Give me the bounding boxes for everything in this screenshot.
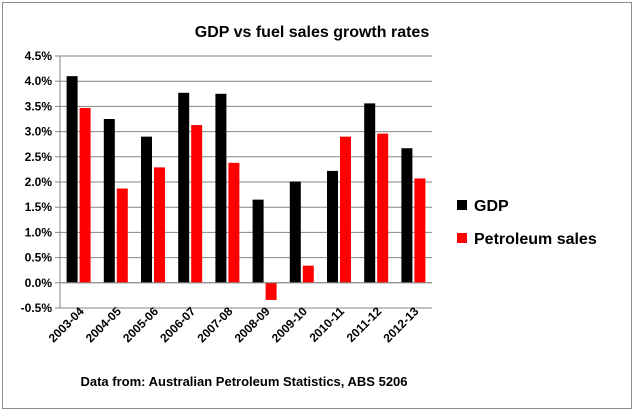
legend-swatch bbox=[457, 233, 467, 243]
x-tick-labels: 2003-042004-052005-062006-072007-082008-… bbox=[46, 304, 422, 345]
y-tick-label: 3.0% bbox=[25, 125, 53, 139]
bar-petroleum-sales bbox=[302, 265, 314, 283]
bar-petroleum-sales bbox=[154, 167, 165, 283]
y-tick-label: 1.0% bbox=[25, 225, 53, 239]
x-tick-label: 2009-10 bbox=[269, 304, 310, 345]
legend: GDP Petroleum sales bbox=[457, 198, 597, 248]
y-tick-label: 3.5% bbox=[25, 99, 53, 113]
y-tick-label: 4.0% bbox=[25, 74, 53, 88]
chart-title: GDP vs fuel sales growth rates bbox=[195, 24, 430, 41]
bar-petroleum-sales bbox=[79, 107, 91, 283]
x-tick-label: 2007-08 bbox=[194, 304, 235, 345]
bar-petroleum-sales bbox=[265, 282, 277, 300]
bar-petroleum-sales bbox=[116, 188, 128, 283]
y-tick-label: 1.5% bbox=[25, 200, 53, 214]
bar-gdp bbox=[364, 103, 376, 283]
x-tick-label: 2004-05 bbox=[83, 304, 124, 345]
y-tick-label: 0.0% bbox=[25, 276, 53, 290]
legend-label: Petroleum sales bbox=[474, 231, 597, 248]
y-tick-label: 2.5% bbox=[25, 150, 53, 164]
x-tick-label: 2008-09 bbox=[232, 304, 273, 345]
y-tick-labels: -0.5% 0.0% 0.5% 1.0% 1.5% 2.0% 2.5% 3.0% 3.5% 4.0… bbox=[21, 49, 53, 315]
bar-gdp bbox=[103, 119, 115, 283]
y-tick-label: 4.5% bbox=[25, 49, 53, 63]
legend-label: GDP bbox=[474, 198, 509, 215]
y-tick-label: -0.5% bbox=[21, 301, 53, 315]
bar-petroleum-sales bbox=[414, 178, 426, 283]
source-note: Data from: Australian Petroleum Statisti… bbox=[80, 374, 407, 389]
legend-swatch bbox=[457, 200, 467, 210]
x-tick-label: 2006-07 bbox=[157, 304, 198, 345]
bar-petroleum-sales bbox=[340, 136, 351, 283]
bar-gdp bbox=[178, 92, 190, 283]
bar-gdp bbox=[66, 76, 78, 283]
bar-gdp bbox=[215, 93, 227, 283]
bar-gdp bbox=[289, 181, 301, 283]
bar-gdp bbox=[141, 136, 152, 283]
bar-petroleum-sales bbox=[228, 162, 240, 283]
bar-gdp bbox=[327, 170, 338, 283]
bar-gdp bbox=[252, 199, 264, 283]
bar-gdp bbox=[401, 148, 413, 283]
y-tick-label: 2.0% bbox=[25, 175, 53, 189]
x-tick-label: 2011-12 bbox=[344, 304, 385, 345]
bar-petroleum-sales bbox=[377, 133, 389, 283]
y-tick-label: 0.5% bbox=[25, 251, 53, 265]
bars bbox=[66, 76, 426, 300]
x-tick-label: 2010-11 bbox=[307, 304, 348, 345]
x-tick-label: 2012-13 bbox=[380, 304, 421, 345]
bar-petroleum-sales bbox=[191, 125, 203, 283]
x-tick-label: 2005-06 bbox=[120, 304, 161, 345]
